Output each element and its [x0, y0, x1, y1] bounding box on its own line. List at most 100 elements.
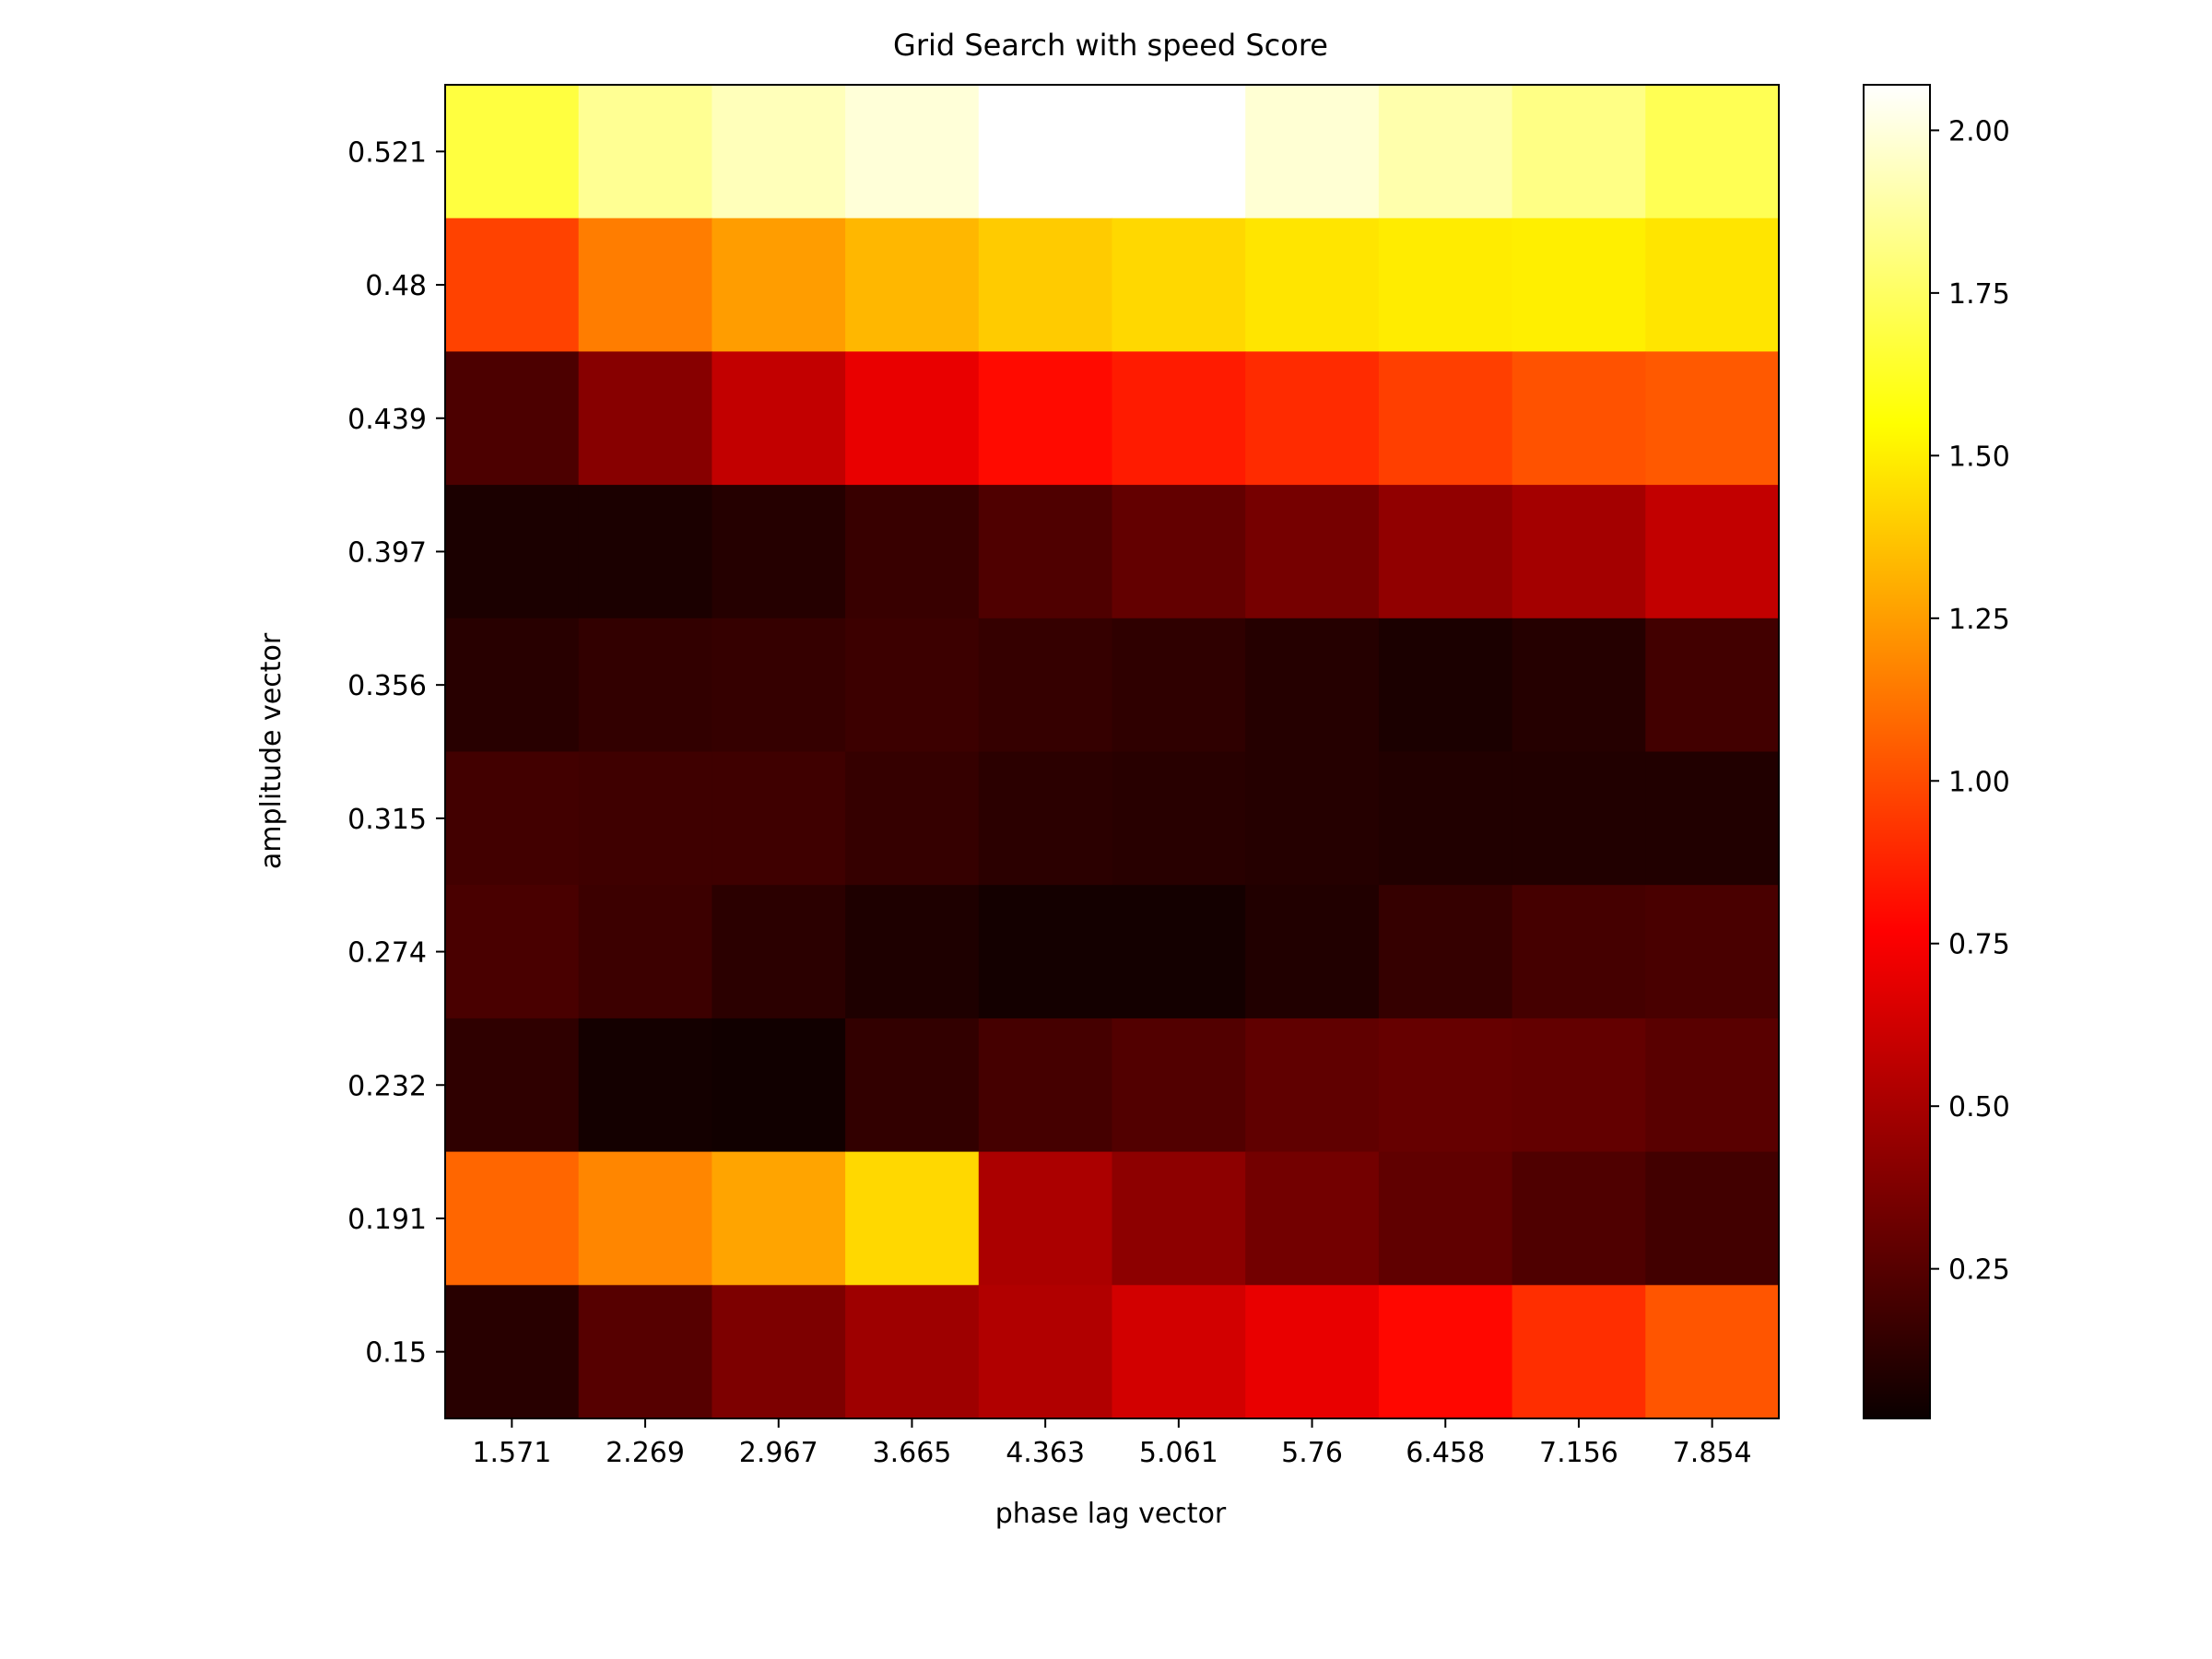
- heatmap-cell: [978, 885, 1113, 1019]
- heatmap-cell: [578, 218, 712, 352]
- heatmap-cell: [1512, 85, 1646, 219]
- heatmap-cell: [712, 1151, 846, 1286]
- heatmap-cell: [445, 485, 580, 619]
- x-tick-label: 5.061: [1139, 1437, 1218, 1469]
- heatmap-cell: [845, 885, 980, 1019]
- heatmap-cell: [1378, 885, 1513, 1019]
- heatmap-cell: [978, 1285, 1113, 1419]
- heatmap-cell: [845, 1285, 980, 1419]
- heatmap-cell: [445, 751, 580, 886]
- heatmap-cell: [1645, 1285, 1780, 1419]
- heatmap-cell: [1378, 351, 1513, 486]
- heatmap-cell: [1112, 1285, 1246, 1419]
- heatmap-cell: [978, 351, 1113, 486]
- heatmap-cell: [978, 751, 1113, 886]
- heatmap-cell: [712, 1285, 846, 1419]
- y-axis-label: amplitude vector: [255, 632, 288, 869]
- x-tick-label: 2.269: [606, 1437, 685, 1469]
- heatmap-cell: [712, 885, 846, 1019]
- heatmap-cell: [712, 85, 846, 219]
- y-tick-label: 0.439: [347, 404, 427, 436]
- heatmap-cell: [845, 618, 980, 753]
- colorbar-tick-label: 1.25: [1948, 604, 2010, 636]
- heatmap-cell: [845, 1018, 980, 1153]
- heatmap-cell: [1378, 85, 1513, 219]
- heatmap-cell: [445, 885, 580, 1019]
- heatmap-cell: [445, 1151, 580, 1286]
- colorbar-tick-label: 1.75: [1948, 278, 2010, 311]
- heatmap-cells: [445, 85, 1780, 1419]
- heatmap-cell: [978, 618, 1113, 753]
- y-tick-label: 0.521: [347, 136, 427, 169]
- heatmap-cell: [445, 1285, 580, 1419]
- heatmap-cell: [1245, 485, 1380, 619]
- x-tick-label: 2.967: [739, 1437, 818, 1469]
- heatmap-cell: [1645, 1018, 1780, 1153]
- heatmap-cell: [1245, 751, 1380, 886]
- heatmap-cell: [1245, 351, 1380, 486]
- heatmap-cell: [1112, 351, 1246, 486]
- heatmap-cell: [1112, 1018, 1246, 1153]
- heatmap-cell: [1378, 218, 1513, 352]
- heatmap-cell: [1645, 218, 1780, 352]
- heatmap-cell: [1378, 1018, 1513, 1153]
- heatmap-cell: [1645, 885, 1780, 1019]
- heatmap-cell: [1512, 885, 1646, 1019]
- heatmap-cell: [1245, 1151, 1380, 1286]
- heatmap-cell: [1245, 218, 1380, 352]
- y-axis: 0.521 0.48 0.439 0.397 0.356 0.315 0.274 0.232 0…: [347, 136, 445, 1370]
- plot-frame: [444, 84, 1780, 1419]
- heatmap-cell: [845, 485, 980, 619]
- colorbar-tick-label: 0.75: [1948, 929, 2010, 961]
- y-tick-label: 0.48: [365, 270, 427, 302]
- colorbar: [1863, 84, 1931, 1419]
- colorbar-ticks: 2.00 1.75 1.50 1.25 1.00 0.75 0.50 0.25: [1930, 115, 2010, 1287]
- heatmap-cell: [1645, 485, 1780, 619]
- heatmap-cell: [1112, 85, 1246, 219]
- heatmap-cell: [1112, 885, 1246, 1019]
- heatmap-cell: [1112, 218, 1246, 352]
- x-tick-label: 7.156: [1539, 1437, 1618, 1469]
- heatmap-cell: [1512, 351, 1646, 486]
- x-tick-label: 4.363: [1006, 1437, 1085, 1469]
- heatmap-cell: [1112, 1151, 1246, 1286]
- colorbar-tick-label: 0.50: [1948, 1091, 2010, 1124]
- y-tick-label: 0.191: [347, 1204, 427, 1236]
- heatmap-cell: [1512, 618, 1646, 753]
- heatmap-cell: [578, 351, 712, 486]
- y-tick-label: 0.274: [347, 937, 427, 970]
- heatmap-cell: [578, 1018, 712, 1153]
- heatmap-cell: [578, 751, 712, 886]
- y-tick-label: 0.15: [365, 1337, 427, 1370]
- colorbar-tick-label: 1.00: [1948, 766, 2010, 798]
- heatmap-cell: [845, 751, 980, 886]
- heatmap-cell: [1112, 751, 1246, 886]
- heatmap-cell: [1245, 1285, 1380, 1419]
- x-axis-label: phase lag vector: [995, 1498, 1227, 1530]
- heatmap-cell: [1645, 1151, 1780, 1286]
- heatmap-cell: [1645, 751, 1780, 886]
- heatmap-cell: [1378, 751, 1513, 886]
- heatmap-cell: [445, 618, 580, 753]
- heatmap-cell: [845, 351, 980, 486]
- heatmap-cell: [1512, 1018, 1646, 1153]
- heatmap-cell: [1512, 218, 1646, 352]
- heatmap-cell: [1378, 485, 1513, 619]
- heatmap-cell: [578, 618, 712, 753]
- colorbar-tick-label: 2.00: [1948, 115, 2010, 147]
- heatmap-cell: [712, 618, 846, 753]
- heatmap-cell: [978, 218, 1113, 352]
- heatmap-cell: [845, 1151, 980, 1286]
- x-tick-label: 7.854: [1673, 1437, 1752, 1469]
- heatmap-cell: [1378, 618, 1513, 753]
- heatmap-cell: [445, 85, 580, 219]
- heatmap-cell: [1512, 751, 1646, 886]
- heatmap-cell: [1245, 1018, 1380, 1153]
- heatmap-cell: [578, 885, 712, 1019]
- x-axis: 1.571 2.269 2.967 3.665 4.363 5.061 5.76 6.458 7…: [472, 1418, 1752, 1469]
- heatmap-cell: [1112, 618, 1246, 753]
- chart-title: Grid Search with speed Score: [893, 28, 1328, 63]
- y-tick-label: 0.315: [347, 804, 427, 836]
